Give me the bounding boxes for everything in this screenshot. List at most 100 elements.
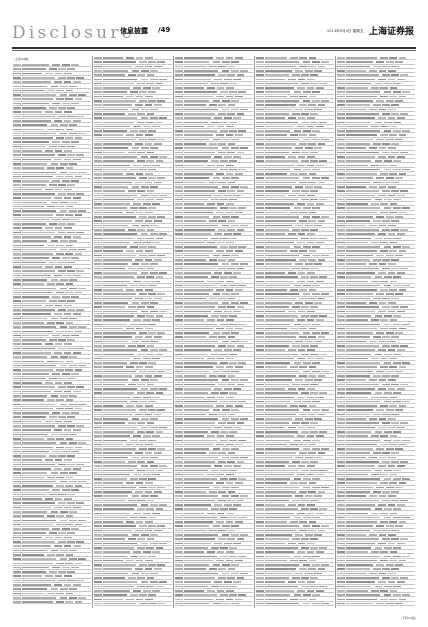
table-cell — [312, 594, 321, 596]
table-cell — [13, 137, 21, 139]
table-cell — [127, 112, 136, 115]
table-cell — [142, 203, 151, 205]
table-cell — [22, 107, 46, 109]
table-cell — [220, 82, 228, 85]
table-cell — [378, 456, 387, 459]
table-cell — [135, 173, 144, 175]
table-row — [337, 331, 415, 336]
table-cell — [346, 151, 379, 154]
table-cell — [50, 162, 59, 165]
table-cell — [372, 452, 381, 454]
table-cell — [103, 323, 127, 326]
table-cell — [225, 551, 234, 553]
table-cell — [310, 585, 318, 588]
table-row — [256, 378, 334, 383]
table-cell — [103, 224, 129, 227]
table-cell — [256, 87, 264, 89]
table-cell — [146, 82, 155, 85]
table-cell — [306, 589, 315, 592]
table-cell — [297, 512, 305, 515]
table-row — [337, 112, 415, 117]
table-cell — [13, 420, 21, 423]
table-rows — [175, 56, 253, 608]
table-cell — [103, 241, 131, 244]
table-cell — [78, 287, 87, 290]
table-cell — [58, 377, 66, 380]
table-cell — [395, 177, 403, 179]
table-cell — [208, 452, 217, 454]
table-row — [94, 176, 172, 181]
table-cell — [184, 57, 214, 59]
table-cell — [321, 100, 330, 102]
table-cell — [321, 486, 330, 489]
table-row — [94, 224, 172, 228]
table-cell — [54, 158, 62, 161]
table-cell — [346, 314, 372, 317]
table-cell — [94, 491, 102, 493]
table-cell — [22, 278, 48, 281]
table-cell — [22, 437, 44, 440]
table-row — [94, 542, 172, 546]
table-cell — [78, 480, 87, 483]
table-cell — [265, 422, 289, 424]
table-row — [94, 400, 172, 405]
table-row — [256, 129, 334, 134]
table-row — [256, 112, 334, 117]
table-cell — [94, 160, 102, 162]
table-cell — [346, 594, 381, 596]
table-cell — [137, 499, 146, 502]
table-cell — [135, 297, 143, 300]
table-cell — [129, 362, 138, 364]
table-cell — [317, 181, 326, 184]
table-cell — [302, 177, 311, 179]
table-cell — [391, 65, 400, 68]
table-cell — [229, 198, 238, 201]
table-cell — [265, 362, 291, 364]
table-cell — [146, 190, 155, 192]
table-cell — [265, 564, 300, 566]
table-cell — [308, 211, 317, 214]
table-cell — [220, 353, 228, 356]
table-cell — [61, 180, 70, 182]
table-cell — [337, 585, 345, 588]
table-cell — [94, 323, 102, 326]
table-cell — [225, 327, 234, 330]
table-row — [13, 123, 91, 128]
table-cell — [103, 366, 124, 369]
table-cell — [383, 198, 392, 201]
table-cell — [398, 134, 407, 137]
table-cell — [302, 216, 311, 218]
table-cell — [103, 525, 136, 528]
table-cell — [127, 422, 136, 424]
table-cell — [370, 87, 379, 89]
table-cell — [370, 203, 379, 205]
table-cell — [302, 602, 311, 605]
table-cell — [184, 190, 215, 192]
table-cell — [184, 130, 217, 132]
table-cell — [138, 332, 147, 334]
table-cell — [214, 155, 223, 158]
table-cell — [227, 306, 236, 308]
table-cell — [207, 589, 215, 592]
table-cell — [346, 108, 367, 111]
table-cell — [214, 233, 223, 235]
table-cell — [299, 250, 308, 253]
table-cell — [71, 528, 79, 530]
table-row — [256, 297, 334, 301]
table-row — [175, 133, 253, 138]
table-cell — [175, 246, 183, 248]
table-cell — [214, 349, 223, 351]
table-cell — [402, 323, 411, 326]
table-cell — [13, 502, 21, 504]
table-cell — [256, 349, 264, 351]
table-cell — [103, 57, 124, 59]
table-cell — [311, 602, 320, 605]
table-cell — [150, 340, 159, 343]
table-cell — [217, 267, 226, 270]
table-cell — [256, 448, 264, 450]
table-cell — [63, 274, 72, 277]
table-cell — [311, 61, 320, 63]
table-cell — [297, 241, 305, 244]
table-cell — [337, 297, 345, 300]
table-cell — [240, 340, 249, 343]
